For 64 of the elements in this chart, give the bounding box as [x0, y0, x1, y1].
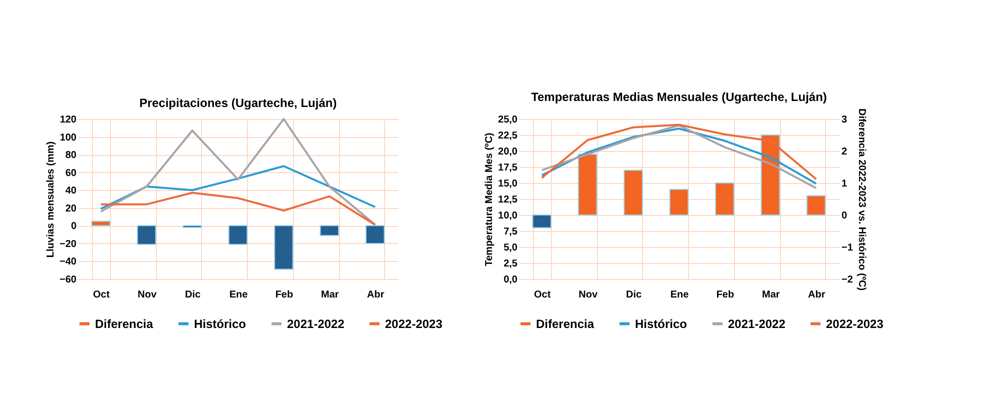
y-tick-label: 60	[65, 168, 77, 179]
bar	[715, 182, 734, 216]
bar	[532, 214, 552, 228]
bar	[669, 188, 689, 216]
line-series	[100, 165, 376, 210]
y2-tick-label: 0	[842, 210, 848, 222]
x-tick-label: Ene	[229, 290, 248, 300]
y-tick-label: 2,5	[504, 258, 518, 270]
y-tick-label: 12,5	[498, 194, 518, 206]
x-tick-label: Ene	[670, 290, 690, 300]
y-tick-label: 0,0	[504, 274, 518, 286]
x-tick-label: Dic	[185, 290, 202, 300]
x-tick-label: Mar	[762, 290, 780, 300]
y-tick-label: 5,0	[504, 242, 518, 254]
y-tick-label: 7,5	[504, 226, 518, 238]
y2-tick-label: 1	[842, 178, 848, 190]
line-series	[100, 192, 376, 226]
x-tick-label: Feb	[275, 290, 294, 300]
y-tick-label: 15,0	[498, 178, 518, 190]
y-tick-label: 22,5	[498, 130, 518, 142]
y-tick-label: 80	[65, 150, 77, 162]
x-tick-label: Oct	[534, 290, 552, 300]
x-tick-label: Mar	[321, 290, 339, 300]
y-tick-label: 20,0	[498, 146, 518, 158]
bar	[578, 154, 598, 216]
legend-label: 2021-2022	[728, 316, 786, 331]
x-tick-label: Abr	[808, 290, 826, 300]
x-tick-label: Oct	[93, 290, 110, 300]
y-tick-label: −20	[60, 238, 77, 250]
y-tick-label: 120	[60, 114, 77, 126]
y-tick-label: 0	[70, 221, 77, 232]
x-tick-label: Feb	[716, 290, 734, 300]
legend-label: Histórico	[194, 316, 246, 331]
chart-title: Precipitaciones (Ugarteche, Luján)	[139, 96, 337, 110]
y2-tick-label: 2	[842, 146, 848, 158]
legend-label: Diferencia	[536, 316, 594, 331]
x-tick-label: Dic	[626, 290, 642, 300]
y2-tick-label: −1	[842, 242, 854, 254]
legend-label: 2022-2023	[826, 316, 884, 331]
y-tick-label: 20	[65, 203, 77, 214]
x-tick-label: Nov	[138, 290, 157, 300]
y-tick-label: 100	[60, 132, 77, 144]
y-axis-title: Temperatura Media Mes (ºC)	[484, 132, 496, 266]
x-tick-label: Abr	[367, 290, 384, 300]
y2-tick-label: −2	[842, 274, 854, 286]
y-tick-label: 17,5	[498, 162, 518, 174]
y-tick-label: 10,0	[498, 210, 518, 222]
chart-title: Temperaturas Medias Mensuales (Ugarteche, Luján)	[531, 90, 827, 104]
y-tick-label: 25,0	[498, 114, 518, 126]
bar	[760, 134, 780, 216]
y-tick-label: 40	[65, 186, 77, 197]
y-tick-label: −60	[60, 274, 77, 286]
legend-label: 2021-2022	[287, 316, 345, 331]
y-tick-label: −40	[60, 256, 77, 268]
y2-tick-label: 3	[842, 114, 848, 126]
legend-label: Histórico	[635, 316, 688, 331]
x-tick-label: Nov	[578, 290, 598, 300]
bar	[624, 170, 643, 216]
y2-axis-title: Diferencia 2022-2023 vs. Histórico (ºC)	[856, 108, 867, 291]
bar	[806, 195, 826, 216]
line-series	[100, 118, 376, 226]
legend-label: 2022-2023	[385, 316, 443, 331]
legend-label: Diferencia	[95, 316, 154, 331]
y-axis-title: Lluvias mensuales (mm)	[46, 141, 57, 258]
